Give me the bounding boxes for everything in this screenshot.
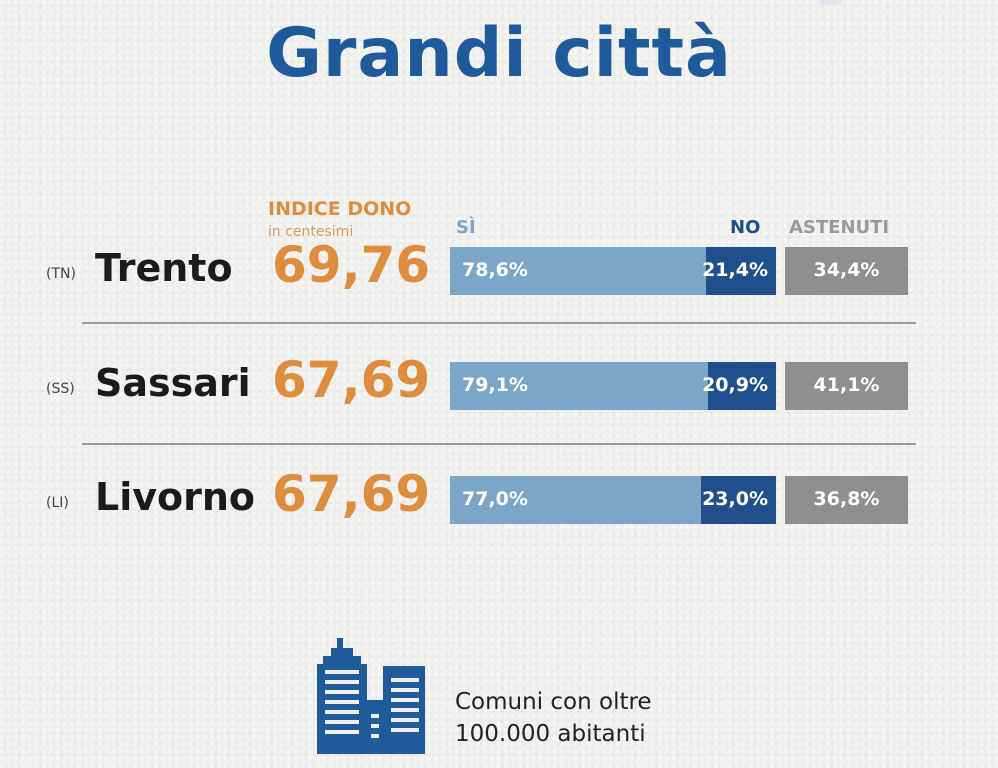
yes-bar: 79,1% 20,9% xyxy=(450,362,776,410)
index-value: 67,69 xyxy=(272,465,431,523)
footer-line-1: Comuni con oltre xyxy=(455,689,652,715)
buildings-icon xyxy=(317,638,425,754)
page-title: Grandi città xyxy=(266,14,732,93)
province-code: (SS) xyxy=(46,381,75,397)
no-bar: 21,4% xyxy=(702,247,776,295)
row-divider xyxy=(82,322,916,324)
city-row: (SS) Sassari 67,69 79,1% 20,9% 41,1% xyxy=(0,351,998,415)
yes-value: 79,1% xyxy=(462,374,528,396)
abstain-value: 34,4% xyxy=(813,259,880,281)
no-value: 23,0% xyxy=(702,488,768,510)
row-divider xyxy=(82,443,916,445)
yes-bar: 78,6% 21,4% xyxy=(450,247,776,295)
index-subheader: in centesimi xyxy=(268,224,354,240)
province-code: (LI) xyxy=(46,495,69,511)
yes-bar: 77,0% 23,0% xyxy=(450,476,776,524)
no-bar: 23,0% xyxy=(701,476,776,524)
footer-line-2: 100.000 abitanti xyxy=(455,721,646,747)
no-bar: 20,9% xyxy=(702,362,776,410)
yes-value: 78,6% xyxy=(462,259,528,281)
abstain-box: 34,4% xyxy=(785,247,908,295)
city-name: Livorno xyxy=(95,475,256,519)
abstain-box: 36,8% xyxy=(785,476,908,524)
no-header: NO xyxy=(730,217,761,238)
yes-header: SÌ xyxy=(456,217,476,238)
no-value: 21,4% xyxy=(702,259,768,281)
city-row: (LI) Livorno 67,69 77,0% 23,0% 36,8% xyxy=(0,465,998,529)
city-name: Sassari xyxy=(95,361,251,405)
abstain-value: 41,1% xyxy=(813,374,880,396)
abstain-box: 41,1% xyxy=(785,362,908,410)
no-value: 20,9% xyxy=(702,374,768,396)
footer-note: Comuni con oltre 100.000 abitanti xyxy=(455,686,652,750)
index-value: 69,76 xyxy=(272,236,431,294)
corner-badge xyxy=(818,0,844,6)
abstain-value: 36,8% xyxy=(813,488,880,510)
index-header: INDICE DONO xyxy=(268,198,412,220)
yes-value: 77,0% xyxy=(462,488,528,510)
index-value: 67,69 xyxy=(272,351,431,409)
city-row: (TN) Trento 69,76 78,6% 21,4% 34,4% xyxy=(0,236,998,300)
province-code: (TN) xyxy=(46,266,76,282)
city-name: Trento xyxy=(95,246,233,290)
abstain-header: ASTENUTI xyxy=(789,217,890,238)
